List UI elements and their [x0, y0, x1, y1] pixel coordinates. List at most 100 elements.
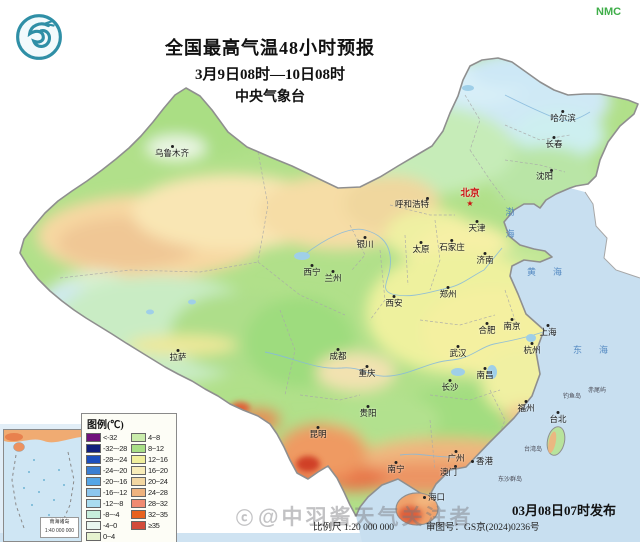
- legend-row: -12~-8: [86, 498, 131, 509]
- legend-row: 28~32: [131, 498, 176, 509]
- city-marker-dot: [456, 345, 460, 348]
- city-marker-dot: [365, 365, 369, 368]
- hainan-island: [395, 492, 439, 526]
- city-shanghai: 上海: [539, 324, 557, 337]
- city-haikou: 海口: [423, 493, 445, 502]
- legend-swatch: [131, 488, 146, 497]
- city-yinchuan: 银川: [356, 236, 374, 249]
- city-lanzhou: 兰州: [324, 270, 342, 283]
- nmc-abbreviation: NMC: [596, 6, 622, 18]
- legend-swatch: [86, 488, 101, 497]
- city-taipei: 台北: [549, 411, 567, 424]
- legend-swatch: [131, 499, 146, 508]
- legend-row: 24~28: [131, 487, 176, 498]
- legend-swatch: [86, 466, 101, 475]
- city-marker-dot: [336, 348, 340, 351]
- island-label-taiwan: 台湾岛: [524, 447, 543, 453]
- city-marker-dot: [363, 236, 367, 239]
- cma-logo: [16, 14, 62, 60]
- legend-swatch: [86, 510, 101, 519]
- legend-row: -4~0: [86, 520, 131, 531]
- city-jinan: 济南: [476, 252, 494, 265]
- map-scale: 比例尺 1:20 000 000: [313, 523, 395, 533]
- legend-swatch: [131, 466, 146, 475]
- sea-label-yellow-sea: 黄海: [527, 267, 580, 277]
- city-hefei: 合肥: [478, 322, 496, 335]
- city-tianjin: 天津: [468, 220, 486, 233]
- lakes: [146, 85, 536, 379]
- legend-row: 4~8: [131, 432, 176, 443]
- legend-row: 20~24: [131, 476, 176, 487]
- city-xian: 西安: [385, 295, 403, 308]
- inset-label: 南海诸岛: [49, 519, 70, 525]
- legend-swatch: [86, 499, 101, 508]
- city-marker-dot: [485, 322, 489, 325]
- page-title: 全国最高气温48小时预报: [165, 38, 375, 58]
- legend-row: 16~20: [131, 465, 176, 476]
- city-marker-dot: [550, 169, 553, 172]
- city-urumqi: 乌鲁木齐: [155, 145, 189, 158]
- city-hohhot: 呼和浩特: [394, 197, 429, 209]
- legend-row: -20~-16: [86, 476, 131, 487]
- city-zhengzhou: 郑州: [439, 286, 457, 299]
- city-nanning: 南宁: [387, 461, 405, 474]
- legend-row: -28~-24: [86, 454, 131, 465]
- city-marker-dot: [394, 461, 398, 464]
- city-marker-dot: [176, 349, 180, 352]
- city-chongqing: 重庆: [358, 365, 376, 378]
- capital-star-icon: ★: [466, 198, 474, 208]
- bottom-sea-strip: [0, 533, 640, 542]
- city-shenyang: 沈阳: [535, 169, 553, 181]
- legend-swatch: [86, 433, 101, 442]
- legend-row: ≥35: [131, 520, 176, 531]
- issuing-agency: 中央气象台: [235, 89, 305, 105]
- city-marker-dot: [310, 264, 314, 267]
- city-chengdu: 成都: [329, 348, 347, 361]
- city-marker-dot: [546, 324, 550, 327]
- rivers: [264, 94, 591, 458]
- legend-row: 8~12: [131, 443, 176, 454]
- legend-row: 12~16: [131, 454, 176, 465]
- sea-label-bohai: 渤海: [505, 207, 515, 239]
- legend-column-left: <-32 -32~-28 -28~-24 -24~-20 -20~-16 -16…: [86, 432, 131, 542]
- legend-title: 图例(℃): [87, 420, 124, 431]
- temperature-field: [20, 58, 638, 516]
- city-marker-dot: [471, 460, 474, 463]
- city-marker-dot: [454, 465, 457, 468]
- city-marker-dot: [419, 241, 423, 244]
- city-marker-dot: [475, 220, 479, 223]
- city-kunming: 昆明: [309, 426, 327, 439]
- city-guiyang: 贵阳: [359, 405, 377, 418]
- city-marker-dot: [331, 270, 335, 273]
- legend-swatch: [86, 521, 101, 530]
- city-changchun: 长春: [545, 136, 563, 149]
- city-nanchang: 南昌: [476, 367, 494, 380]
- city-marker-dot: [392, 295, 396, 298]
- legend-swatch: [131, 510, 146, 519]
- temperature-legend: 图例(℃) <-32 -32~-28 -28~-24 -24~-20 -20~-…: [81, 413, 177, 542]
- city-marker-dot: [446, 286, 450, 289]
- city-marker-dot: [483, 252, 487, 255]
- legend-swatch: [86, 444, 101, 453]
- city-xining: 西宁: [303, 264, 321, 277]
- publish-time: 03月08日07时发布: [512, 503, 617, 518]
- city-marker-dot: [454, 450, 458, 453]
- legend-row: 32~35: [131, 509, 176, 520]
- approval-number: 审图号：GS京(2024)0236号: [426, 523, 540, 533]
- city-marker-dot: [510, 318, 514, 321]
- legend-row: -8~-4: [86, 509, 131, 520]
- legend-column-right: 4~8 8~12 12~16 16~20 20~24 24~28 28~32 3…: [131, 432, 176, 542]
- city-changsha: 长沙: [441, 379, 459, 392]
- city-wuhan: 武汉: [449, 345, 467, 358]
- city-nanjing: 南京: [503, 318, 521, 331]
- city-shijiazhuang: 石家庄: [439, 239, 465, 252]
- city-marker-dot: [556, 411, 560, 414]
- korea-border: [584, 191, 640, 279]
- china-national-border: [19, 57, 639, 517]
- inset-scale: 1:40 000 000: [44, 527, 75, 534]
- city-marker-dot: [524, 400, 528, 403]
- legend-row: -24~-20: [86, 465, 131, 476]
- forecast-period: 3月9日08时—10日08时: [194, 66, 345, 83]
